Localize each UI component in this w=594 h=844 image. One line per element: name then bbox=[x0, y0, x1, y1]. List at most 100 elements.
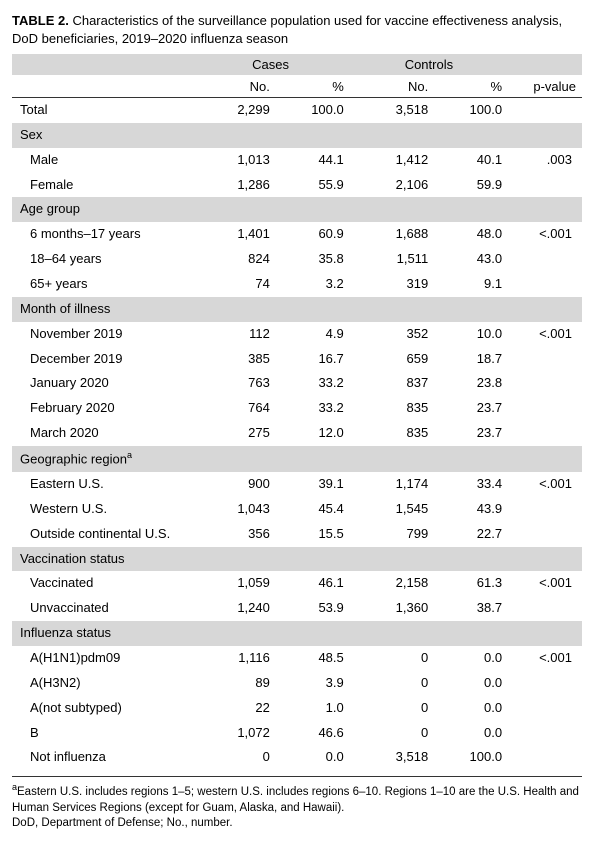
cell-controls-no: 1,545 bbox=[350, 497, 434, 522]
cell-controls-no: 2,158 bbox=[350, 571, 434, 596]
cell-cases-no: 356 bbox=[191, 522, 275, 547]
cell-pvalue bbox=[508, 671, 582, 696]
cell-controls-pct: 0.0 bbox=[434, 696, 508, 721]
cell-controls-pct: 9.1 bbox=[434, 272, 508, 297]
cell-cases-pct: 44.1 bbox=[276, 148, 350, 173]
row-label: March 2020 bbox=[12, 421, 191, 446]
row-label: Western U.S. bbox=[12, 497, 191, 522]
cell-pvalue: <.001 bbox=[508, 222, 582, 247]
footnote-text-b: DoD, Department of Defense; No., number. bbox=[12, 817, 233, 829]
cell-controls-no: 3,518 bbox=[350, 98, 434, 123]
table-title: TABLE 2. Characteristics of the surveill… bbox=[12, 12, 582, 47]
cell-cases-pct: 3.9 bbox=[276, 671, 350, 696]
table-head: Cases Controls No. % No. % p-value bbox=[12, 54, 582, 98]
cell-controls-pct: 10.0 bbox=[434, 322, 508, 347]
cell-pvalue bbox=[508, 347, 582, 372]
cell-pvalue bbox=[508, 596, 582, 621]
cell-cases-pct: 46.1 bbox=[276, 571, 350, 596]
cell-cases-pct: 16.7 bbox=[276, 347, 350, 372]
table-row: A(H1N1)pdm091,11648.500.0<.001 bbox=[12, 646, 582, 671]
cell-cases-pct: 35.8 bbox=[276, 247, 350, 272]
cell-controls-no: 1,688 bbox=[350, 222, 434, 247]
cell-cases-no: 1,286 bbox=[191, 173, 275, 198]
cell-cases-no: 1,043 bbox=[191, 497, 275, 522]
section-header: Influenza status bbox=[12, 621, 582, 646]
row-label: Unvaccinated bbox=[12, 596, 191, 621]
cell-cases-no: 2,299 bbox=[191, 98, 275, 123]
table-row: Unvaccinated1,24053.91,36038.7 bbox=[12, 596, 582, 621]
cell-controls-pct: 33.4 bbox=[434, 472, 508, 497]
table-caption: Characteristics of the surveillance popu… bbox=[12, 13, 562, 46]
cell-cases-no: 74 bbox=[191, 272, 275, 297]
cell-controls-no: 3,518 bbox=[350, 745, 434, 770]
section-header-row: Month of illness bbox=[12, 297, 582, 322]
cell-cases-pct: 48.5 bbox=[276, 646, 350, 671]
cell-cases-pct: 39.1 bbox=[276, 472, 350, 497]
row-label: Male bbox=[12, 148, 191, 173]
row-label: Outside continental U.S. bbox=[12, 522, 191, 547]
section-header-row: Sex bbox=[12, 123, 582, 148]
cell-controls-pct: 100.0 bbox=[434, 98, 508, 123]
section-header-row: Geographic regiona bbox=[12, 446, 582, 472]
row-label: A(H1N1)pdm09 bbox=[12, 646, 191, 671]
cell-controls-pct: 59.9 bbox=[434, 173, 508, 198]
section-header-sup: a bbox=[127, 450, 132, 460]
cell-controls-pct: 100.0 bbox=[434, 745, 508, 770]
cell-controls-pct: 23.7 bbox=[434, 421, 508, 446]
cell-controls-no: 659 bbox=[350, 347, 434, 372]
cell-controls-no: 1,511 bbox=[350, 247, 434, 272]
cell-cases-pct: 3.2 bbox=[276, 272, 350, 297]
cell-cases-pct: 33.2 bbox=[276, 371, 350, 396]
cell-cases-pct: 45.4 bbox=[276, 497, 350, 522]
cell-pvalue bbox=[508, 247, 582, 272]
cell-cases-no: 900 bbox=[191, 472, 275, 497]
cell-controls-pct: 61.3 bbox=[434, 571, 508, 596]
table-row: Not influenza00.03,518100.0 bbox=[12, 745, 582, 770]
table-row: A(H3N2)893.900.0 bbox=[12, 671, 582, 696]
cell-pvalue bbox=[508, 173, 582, 198]
cell-pvalue bbox=[508, 272, 582, 297]
table-row: B1,07246.600.0 bbox=[12, 721, 582, 746]
section-header: Geographic regiona bbox=[12, 446, 582, 472]
row-label: December 2019 bbox=[12, 347, 191, 372]
col-group-cases: Cases bbox=[191, 54, 349, 76]
cell-cases-pct: 100.0 bbox=[276, 98, 350, 123]
cell-pvalue: <.001 bbox=[508, 472, 582, 497]
section-header-row: Influenza status bbox=[12, 621, 582, 646]
cell-pvalue bbox=[508, 396, 582, 421]
section-header-row: Age group bbox=[12, 197, 582, 222]
cell-pvalue: <.001 bbox=[508, 322, 582, 347]
table-row: Female1,28655.92,10659.9 bbox=[12, 173, 582, 198]
row-label: February 2020 bbox=[12, 396, 191, 421]
row-label: 65+ years bbox=[12, 272, 191, 297]
table-row: Male1,01344.11,41240.1.003 bbox=[12, 148, 582, 173]
row-label: 18–64 years bbox=[12, 247, 191, 272]
section-header: Vaccination status bbox=[12, 547, 582, 572]
row-label: Not influenza bbox=[12, 745, 191, 770]
col-header-cases-pct: % bbox=[276, 76, 350, 98]
col-header-controls-pct: % bbox=[434, 76, 508, 98]
cell-cases-pct: 53.9 bbox=[276, 596, 350, 621]
table-row: March 202027512.083523.7 bbox=[12, 421, 582, 446]
table-row: November 20191124.935210.0<.001 bbox=[12, 322, 582, 347]
table-row: Vaccinated1,05946.12,15861.3<.001 bbox=[12, 571, 582, 596]
cell-cases-no: 824 bbox=[191, 247, 275, 272]
cell-cases-no: 1,013 bbox=[191, 148, 275, 173]
cell-cases-no: 1,240 bbox=[191, 596, 275, 621]
cell-controls-pct: 38.7 bbox=[434, 596, 508, 621]
cell-controls-pct: 22.7 bbox=[434, 522, 508, 547]
cell-controls-pct: 43.0 bbox=[434, 247, 508, 272]
cell-controls-no: 1,412 bbox=[350, 148, 434, 173]
cell-cases-no: 1,116 bbox=[191, 646, 275, 671]
cell-controls-no: 799 bbox=[350, 522, 434, 547]
table-row: 6 months–17 years1,40160.91,68848.0<.001 bbox=[12, 222, 582, 247]
cell-controls-no: 319 bbox=[350, 272, 434, 297]
cell-cases-pct: 55.9 bbox=[276, 173, 350, 198]
row-label: Eastern U.S. bbox=[12, 472, 191, 497]
cell-cases-pct: 1.0 bbox=[276, 696, 350, 721]
cell-cases-pct: 12.0 bbox=[276, 421, 350, 446]
cell-controls-pct: 48.0 bbox=[434, 222, 508, 247]
col-header-controls-no: No. bbox=[350, 76, 434, 98]
cell-controls-no: 0 bbox=[350, 721, 434, 746]
table-footnote: aEastern U.S. includes regions 1–5; west… bbox=[12, 776, 582, 831]
